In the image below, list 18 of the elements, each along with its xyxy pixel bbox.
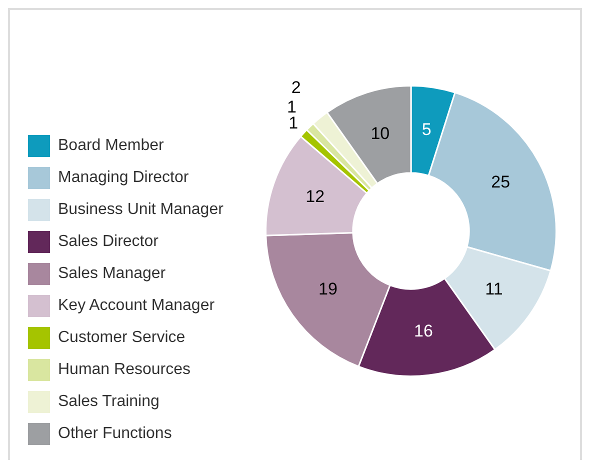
legend-label: Sales Manager: [58, 265, 166, 283]
legend-label: Sales Training: [58, 393, 160, 411]
legend-label: Other Functions: [58, 425, 172, 443]
data-label: 12: [306, 186, 325, 206]
data-label: 5: [422, 120, 432, 140]
data-label: 25: [491, 172, 510, 192]
legend-label: Human Resources: [58, 361, 190, 379]
data-label: 2: [291, 78, 301, 97]
legend-label: Sales Director: [58, 233, 158, 251]
data-label: 10: [370, 124, 390, 143]
data-label: 19: [318, 279, 338, 298]
legend-label: Business Unit Manager: [58, 201, 224, 219]
legend-label: Key Account Manager: [58, 297, 215, 315]
legend-label: Board Member: [58, 137, 164, 155]
data-label: 16: [414, 322, 433, 341]
legend-label: Customer Service: [58, 329, 186, 347]
data-label: 11: [485, 279, 503, 298]
legend-label: Managing Director: [58, 169, 189, 187]
